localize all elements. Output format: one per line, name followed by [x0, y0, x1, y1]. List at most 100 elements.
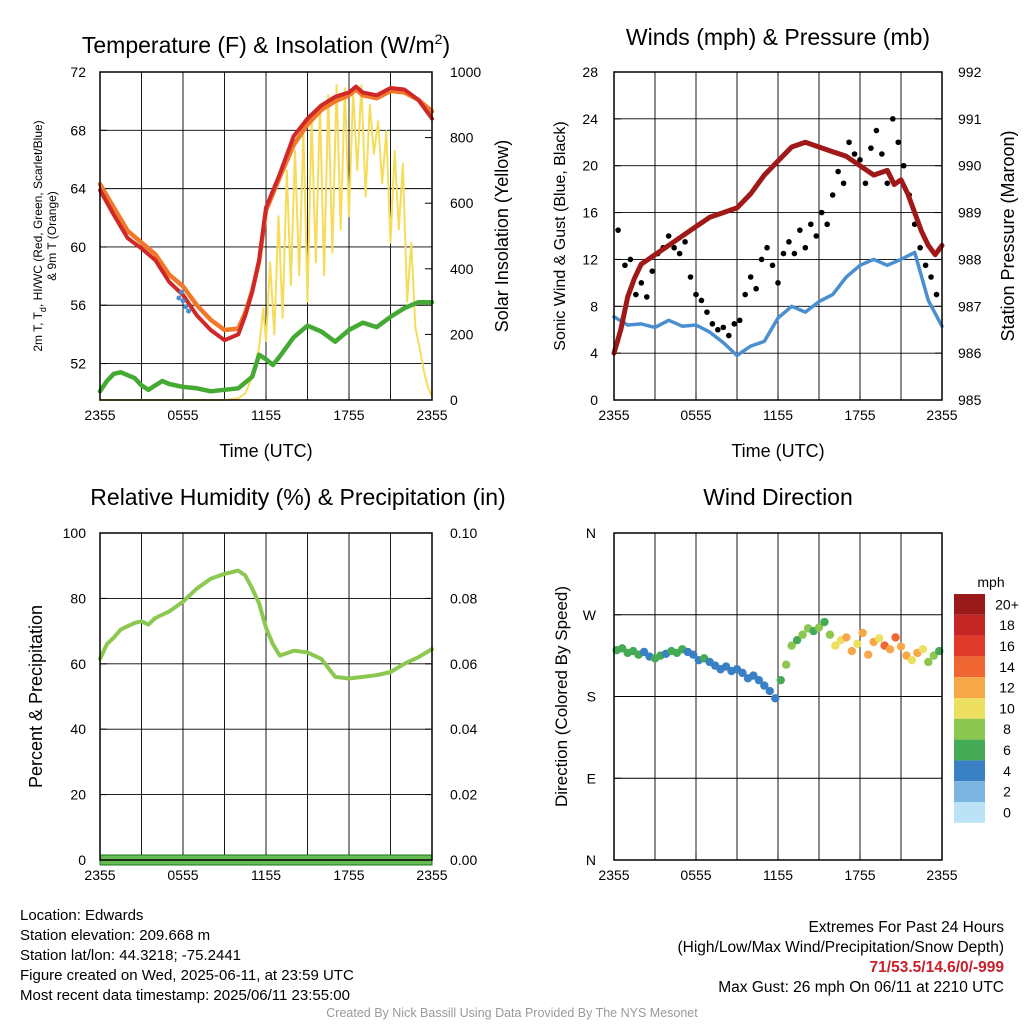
- direction-point: [924, 657, 933, 667]
- max-gust: Max Gust: 26 mph On 06/11 at 2210 UTC: [718, 979, 1004, 996]
- panel-1: 2355 0555 1155 1755 2355 52 56 60 64 68 72 0 200 400 6…: [31, 31, 512, 461]
- direction-point: [754, 675, 764, 685]
- gust-point: [868, 145, 874, 151]
- x-tick-label: 2355: [416, 867, 447, 883]
- colorbar-label: 2: [1003, 784, 1011, 800]
- y-tick-label: S: [587, 689, 596, 705]
- chart-title: Temperature (F) & Insolation (W/m2): [82, 31, 450, 58]
- temp-2m-line: [98, 84, 434, 343]
- gust-point: [731, 321, 738, 327]
- gust-point: [933, 291, 940, 298]
- gust-point: [890, 116, 896, 122]
- y-right-tick-label: 988: [958, 251, 982, 267]
- gust-point: [747, 274, 754, 280]
- gust-point: [687, 274, 694, 280]
- direction-point: [738, 668, 747, 678]
- direction-point: [918, 645, 928, 654]
- direction-point: [776, 675, 785, 685]
- colorbar-label: 8: [1003, 721, 1011, 737]
- y-right-axis-label: Station Pressure (Maroon): [998, 130, 1018, 341]
- gust-point: [928, 274, 934, 280]
- gust-point: [813, 233, 820, 239]
- y-right-tick-label: 987: [958, 298, 982, 314]
- colorbar-label: 10: [999, 700, 1015, 716]
- gust-point: [633, 291, 639, 298]
- y-tick-label: E: [587, 770, 596, 786]
- y-right-tick-label: 0.04: [450, 721, 477, 737]
- plot-border: [613, 71, 943, 401]
- y-tick-label: 20: [70, 787, 86, 803]
- y-right-tick-label: 600: [450, 195, 474, 211]
- gust-point: [900, 162, 907, 169]
- y-axis-label: Sonic Wind & Gust (Blue, Black): [552, 121, 569, 350]
- windchill-point: [186, 308, 192, 314]
- y-right-tick-label: 1000: [450, 64, 481, 80]
- colorbar-swatch: [954, 656, 985, 678]
- gust-point: [704, 309, 710, 315]
- gust-point: [922, 262, 929, 269]
- extremes-info: Extremes For Past 24 Hours (High/Low/Max…: [678, 918, 1005, 998]
- y-tick-label: 80: [70, 590, 86, 606]
- x-tick-label: 1155: [763, 407, 793, 423]
- y-right-tick-label: 0.02: [450, 787, 477, 803]
- gust-point: [764, 244, 770, 251]
- windchill-point: [176, 295, 182, 301]
- y-tick-label: 0: [78, 852, 86, 868]
- x-tick-label: 2355: [926, 867, 957, 883]
- y-tick-label: N: [586, 852, 596, 868]
- direction-point: [858, 628, 867, 638]
- figure-created: Figure created on Wed, 2025-06-11, at 23…: [20, 967, 354, 984]
- y-axis-label: Direction (Colored By Speed): [552, 586, 571, 807]
- direction-point: [847, 646, 856, 656]
- dewpoint-line: [97, 300, 435, 394]
- gust-point: [753, 285, 759, 292]
- y-tick-label: 4: [590, 345, 598, 361]
- y-right-tick-label: 0: [450, 392, 458, 408]
- y-axis-label: Percent & Precipitation: [26, 605, 46, 788]
- station-elevation: Station elevation: 209.668 m: [20, 927, 211, 944]
- colorbar-label: 12: [999, 680, 1015, 696]
- y-right-tick-label: 0.10: [450, 525, 477, 541]
- gust-point: [676, 250, 683, 257]
- colorbar-swatch: [954, 698, 985, 719]
- gust-point: [649, 268, 656, 274]
- y-right-tick-label: 991: [958, 111, 982, 127]
- colorbar-swatch: [954, 614, 985, 636]
- gust-point: [736, 317, 743, 324]
- gust-point: [884, 180, 891, 187]
- x-axis-label: Time (UTC): [731, 441, 824, 461]
- y-right-tick-label: 986: [958, 345, 982, 361]
- direction-point: [885, 645, 895, 654]
- colorbar-label: 20+: [995, 596, 1019, 612]
- extremes-title: Extremes For Past 24 Hours: [808, 919, 1004, 936]
- extremes-subtitle: (High/Low/Max Wind/Precipitation/Snow De…: [677, 939, 1005, 956]
- gust-point: [671, 244, 677, 251]
- direction-point: [820, 617, 829, 627]
- colorbar-swatch: [954, 739, 985, 761]
- gust-point: [857, 157, 863, 163]
- x-tick-label: 0555: [167, 407, 198, 423]
- gust-point: [879, 151, 885, 157]
- panel-3: 2355 0555 1155 1755 23550204060801000.000.02…: [26, 484, 506, 883]
- y-tick-label: 68: [70, 122, 86, 138]
- x-tick-label: 0555: [680, 867, 711, 883]
- gust-point: [682, 239, 688, 245]
- speed-colorbar: mph 20+ 18 16 14 12 10 8 6 4 2 0: [954, 574, 1019, 823]
- relative-humidity-line: [98, 568, 434, 681]
- gust-point: [791, 250, 798, 257]
- plot-border: [99, 532, 433, 861]
- direction-point: [689, 650, 698, 659]
- gust-point: [835, 168, 841, 175]
- extremes-values: 71/53.5/14.6/0/-999: [869, 959, 1004, 976]
- colorbar-label: 18: [999, 617, 1015, 633]
- y-tick-label: 16: [582, 205, 598, 221]
- colorbar-swatch: [954, 802, 985, 823]
- colorbar-title: mph: [977, 574, 1004, 590]
- x-tick-label: 1155: [251, 867, 281, 883]
- direction-point: [825, 630, 835, 639]
- gust-point: [665, 233, 672, 239]
- y-tick-label: 100: [63, 525, 87, 541]
- x-tick-label: 1755: [844, 407, 875, 423]
- colorbar-label: 14: [999, 659, 1015, 675]
